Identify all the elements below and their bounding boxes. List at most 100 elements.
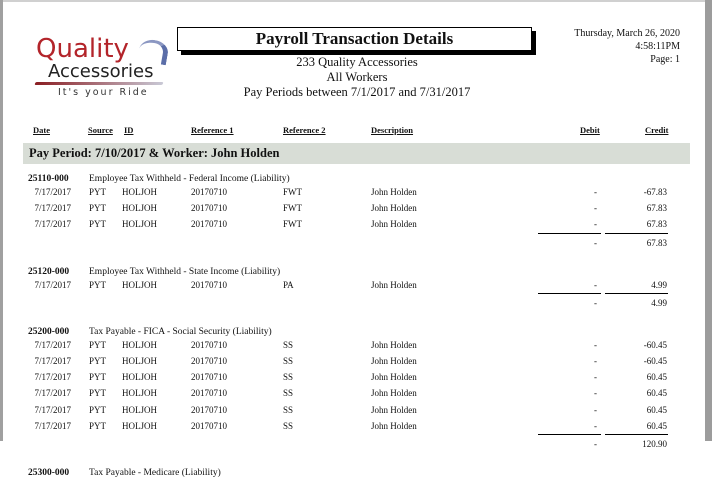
total-rule	[605, 292, 668, 294]
row-description: John Holden	[371, 203, 417, 214]
total-debit: -	[594, 297, 597, 308]
col-credit: Credit	[645, 125, 669, 135]
window-left-border	[0, 0, 3, 441]
row-source: PYT	[89, 356, 107, 366]
col-date: Date	[33, 125, 50, 135]
row-reference-2: SS	[283, 356, 294, 366]
account-name: Tax Payable - Medicare (Liability)	[89, 468, 221, 478]
row-reference-1: 20170710	[191, 372, 227, 383]
row-id: HOLJOH	[122, 187, 157, 197]
row-debit: -	[594, 420, 597, 431]
row-date: 7/17/2017	[34, 356, 71, 366]
row-date: 7/17/2017	[34, 388, 71, 399]
col-reference-1: Reference 1	[191, 125, 234, 135]
row-description: John Holden	[371, 219, 417, 230]
row-reference-1: 20170710	[191, 356, 227, 366]
row-reference-1: 20170710	[191, 187, 227, 197]
col-debit: Debit	[580, 125, 600, 135]
row-reference-2: SS	[283, 388, 294, 399]
row-description: John Holden	[371, 372, 417, 383]
row-reference-1: 20170710	[191, 279, 227, 290]
row-reference-2: SS	[283, 339, 294, 350]
row-source: PYT	[89, 279, 107, 290]
row-description: John Holden	[371, 339, 417, 350]
row-reference-2: SS	[283, 404, 294, 415]
row-source: PYT	[89, 404, 107, 415]
row-id: HOLJOH	[122, 219, 157, 230]
vertical-scrollbar[interactable]	[705, 0, 712, 441]
logo-swoosh	[34, 82, 164, 85]
row-reference-1: 20170710	[191, 420, 227, 431]
total-rule	[538, 434, 601, 435]
report-title: Payroll Transaction Details	[177, 27, 532, 51]
row-reference-2: FWT	[283, 187, 302, 197]
row-date: 7/17/2017	[34, 404, 71, 415]
col-description: Description	[371, 125, 414, 135]
row-debit: -	[594, 203, 597, 214]
report-time: 4:58:11PM	[635, 41, 680, 52]
row-debit: -	[594, 339, 597, 350]
total-rule	[538, 232, 601, 234]
account-number: 25300-000	[28, 468, 70, 478]
row-credit: 60.45	[646, 388, 667, 399]
row-credit: 60.45	[646, 420, 667, 431]
logo-tagline: It's your Ride	[58, 87, 149, 98]
company-name: 233 Quality Accessories	[296, 55, 418, 69]
page-number: Page: 1	[650, 54, 680, 65]
row-reference-1: 20170710	[191, 404, 227, 415]
account-name: Tax Payable - FICA - Social Security (Li…	[89, 326, 272, 337]
total-rule	[605, 434, 668, 435]
row-source: PYT	[89, 339, 107, 350]
logo-text-accessories: Accessories	[48, 61, 154, 82]
account-number: 25120-000	[28, 266, 70, 277]
row-description: John Holden	[371, 279, 417, 290]
row-source: PYT	[89, 420, 107, 431]
window-top-border	[0, 0, 705, 2]
total-credit: 4.99	[651, 297, 667, 308]
row-debit: -	[594, 404, 597, 415]
row-description: John Holden	[371, 187, 417, 197]
total-rule	[605, 232, 668, 234]
company-logo: Quality Accessories It's your Ride	[33, 34, 170, 100]
row-date: 7/17/2017	[34, 203, 71, 214]
row-debit: -	[594, 372, 597, 383]
row-reference-1: 20170710	[191, 388, 227, 399]
report-date: Thursday, March 26, 2020	[574, 28, 680, 39]
row-source: PYT	[89, 187, 107, 197]
row-source: PYT	[89, 372, 107, 383]
row-reference-2: PA	[283, 279, 294, 290]
row-reference-2: FWT	[283, 219, 302, 230]
row-reference-2: FWT	[283, 203, 302, 214]
account-number: 25110-000	[28, 174, 69, 184]
total-credit: 67.83	[646, 237, 667, 248]
row-source: PYT	[89, 388, 107, 399]
row-date: 7/17/2017	[34, 219, 71, 230]
row-date: 7/17/2017	[34, 420, 71, 431]
row-description: John Holden	[371, 388, 417, 399]
row-credit: -60.45	[643, 356, 667, 366]
col-source: Source	[88, 125, 113, 135]
row-credit: -67.83	[643, 187, 667, 197]
row-reference-2: SS	[283, 372, 294, 383]
row-id: HOLJOH	[122, 404, 157, 415]
period-range: Pay Periods between 7/1/2017 and 7/31/20…	[243, 85, 471, 99]
row-credit: 4.99	[651, 279, 667, 290]
row-id: HOLJOH	[122, 388, 157, 399]
row-reference-2: SS	[283, 420, 294, 431]
account-name: Employee Tax Withheld - Federal Income (…	[89, 174, 290, 184]
row-id: HOLJOH	[122, 372, 157, 383]
row-description: John Holden	[371, 404, 417, 415]
row-credit: -60.45	[643, 339, 667, 350]
row-date: 7/17/2017	[34, 339, 71, 350]
pay-period-header: Pay Period: 7/10/2017 & Worker: John Hol…	[23, 143, 690, 164]
row-id: HOLJOH	[122, 203, 157, 214]
row-credit: 60.45	[646, 372, 667, 383]
row-reference-1: 20170710	[191, 203, 227, 214]
row-debit: -	[594, 388, 597, 399]
row-reference-1: 20170710	[191, 339, 227, 350]
row-credit: 60.45	[646, 404, 667, 415]
total-debit: -	[594, 237, 597, 248]
row-debit: -	[594, 279, 597, 290]
logo-text-quality: Quality	[36, 34, 129, 64]
row-description: John Holden	[371, 356, 417, 366]
